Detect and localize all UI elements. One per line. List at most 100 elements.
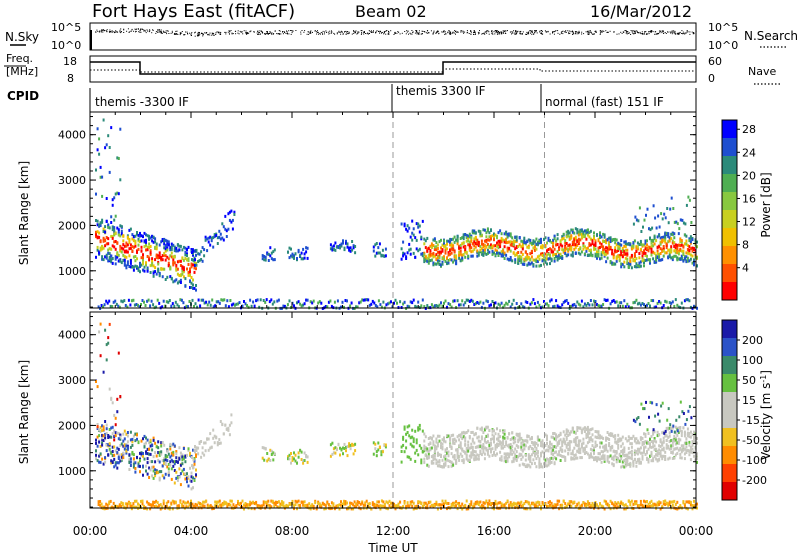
data-cell	[653, 251, 656, 255]
data-cell	[488, 428, 491, 432]
data-cell	[107, 223, 110, 227]
data-cell	[143, 269, 146, 273]
data-cell	[374, 243, 377, 247]
data-cell	[609, 236, 612, 240]
data-cell	[480, 247, 483, 251]
noise-point	[444, 31, 446, 33]
data-cell	[653, 305, 656, 309]
data-cell	[213, 441, 216, 445]
noise-point	[262, 31, 263, 33]
data-cell	[136, 257, 138, 261]
data-cell	[170, 453, 173, 457]
data-cell	[474, 242, 477, 245]
data-cell	[543, 258, 545, 262]
data-cell	[493, 450, 495, 454]
data-cell	[550, 442, 553, 446]
noise-point	[368, 33, 369, 35]
data-cell	[293, 451, 295, 455]
data-cell	[482, 245, 485, 249]
data-cell	[696, 240, 698, 244]
noise-point	[393, 34, 395, 35]
noise-point	[373, 30, 374, 32]
data-cell	[483, 439, 486, 443]
data-cell	[423, 439, 426, 443]
data-cell	[652, 257, 655, 261]
data-cell	[559, 438, 562, 442]
noise-point	[427, 32, 429, 34]
noise-point	[111, 30, 113, 32]
noise-point	[190, 34, 192, 36]
data-cell	[655, 255, 658, 259]
data-cell	[372, 441, 375, 445]
data-cell	[120, 261, 123, 265]
data-cell	[461, 454, 464, 458]
data-cell	[173, 481, 176, 485]
data-cell	[179, 298, 182, 302]
data-cell	[565, 437, 568, 441]
data-cell	[175, 246, 178, 250]
data-cell	[544, 236, 547, 240]
noise-point	[385, 30, 387, 32]
noise-point	[520, 33, 522, 35]
data-cell	[579, 230, 582, 234]
data-cell	[113, 465, 116, 469]
data-cell	[479, 445, 482, 449]
data-cell	[146, 461, 149, 465]
data-cell	[283, 304, 286, 308]
data-cell	[559, 446, 562, 450]
data-cell	[462, 245, 465, 249]
noise-point	[149, 30, 151, 32]
data-cell	[354, 251, 357, 255]
noise-point	[408, 33, 409, 35]
data-cell	[476, 238, 479, 242]
data-cell	[667, 240, 670, 244]
data-cell	[671, 239, 674, 243]
noise-point	[689, 31, 691, 33]
data-cell	[272, 458, 275, 462]
data-cell	[670, 196, 673, 200]
data-cell	[589, 452, 592, 456]
data-cell	[142, 473, 144, 477]
data-cell	[270, 453, 273, 456]
data-cell	[471, 254, 474, 258]
data-cell	[447, 253, 450, 257]
data-cell	[605, 443, 608, 447]
data-cell	[506, 436, 509, 440]
noise-point	[308, 33, 310, 35]
data-cell	[623, 244, 626, 248]
data-cell	[583, 452, 586, 455]
noise-point	[682, 33, 683, 35]
data-cell	[514, 240, 517, 244]
data-cell	[140, 249, 143, 253]
data-cell	[432, 461, 435, 465]
data-cell	[527, 238, 530, 242]
noise-point	[576, 31, 578, 33]
noise-point	[559, 33, 561, 35]
noise-point	[634, 32, 636, 34]
data-cell	[107, 434, 110, 437]
data-cell	[216, 441, 219, 445]
data-cell	[485, 235, 488, 239]
data-cell	[351, 240, 354, 243]
colorbar-swatch	[722, 192, 737, 211]
data-cell	[636, 245, 639, 249]
noise-point	[416, 33, 418, 35]
noise-point	[562, 33, 564, 35]
colorbar-swatch	[722, 228, 737, 247]
data-cell	[544, 244, 547, 247]
data-cell	[503, 429, 506, 433]
data-cell	[689, 305, 692, 309]
data-cell	[614, 437, 617, 441]
data-cell	[158, 251, 161, 255]
data-cell	[137, 243, 140, 247]
data-cell	[596, 436, 598, 439]
noise-point	[493, 31, 495, 33]
data-cell	[189, 270, 191, 274]
data-cell	[219, 237, 222, 241]
data-cell	[225, 235, 228, 238]
noise-point	[320, 32, 322, 33]
data-cell	[99, 221, 102, 225]
noise-point	[609, 30, 611, 32]
data-cell	[588, 231, 591, 235]
data-cell	[473, 453, 476, 457]
